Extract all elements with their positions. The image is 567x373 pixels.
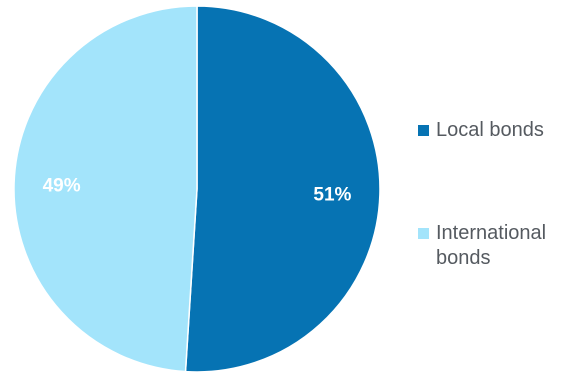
- legend-swatch-international-bonds: [418, 228, 429, 239]
- legend-label-international-bonds: International bonds: [436, 222, 547, 269]
- legend-item-local-bonds: Local bonds: [418, 118, 567, 143]
- pie-label-international-bonds: 49%: [43, 176, 81, 197]
- pie-label-local-bonds: 51%: [313, 184, 351, 205]
- legend-label-local-bonds: Local bonds: [436, 119, 544, 141]
- pie-slice-local-bonds: [184, 5, 381, 373]
- pie-slices: [13, 5, 381, 373]
- pie-slice-international-bonds: [13, 5, 198, 373]
- legend-swatch-local-bonds: [418, 125, 429, 136]
- chart-legend: Local bonds International bonds: [418, 118, 567, 271]
- legend-item-international-bonds: International bonds: [418, 221, 567, 271]
- pie-labels: 51% 49%: [43, 176, 352, 206]
